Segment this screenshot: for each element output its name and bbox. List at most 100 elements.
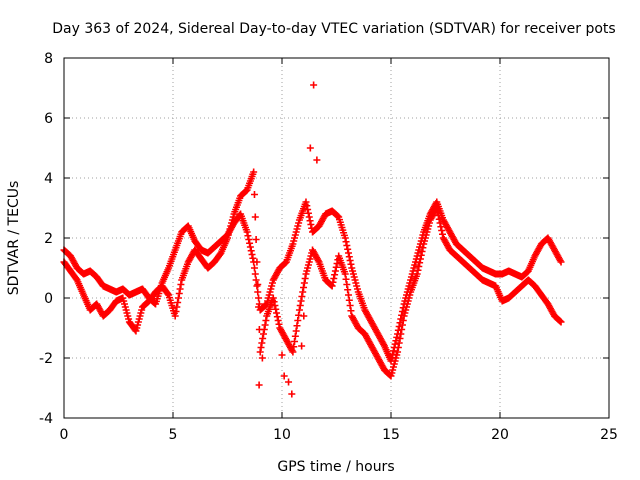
x-tick-label: 5 — [169, 427, 178, 443]
data-point — [300, 312, 308, 320]
data-point — [254, 288, 262, 296]
data-point — [258, 339, 266, 347]
data-point — [434, 212, 442, 219]
data-point — [389, 347, 397, 355]
data-point — [258, 354, 266, 362]
data-point — [419, 244, 427, 252]
data-point — [288, 390, 296, 398]
data-point — [297, 297, 305, 305]
data-point — [296, 302, 304, 309]
data-point — [329, 278, 337, 286]
data-point — [391, 340, 399, 348]
data-point — [261, 321, 269, 329]
data-point — [434, 208, 442, 216]
data-point — [305, 213, 313, 221]
data-point — [416, 255, 424, 263]
data-point — [395, 339, 403, 347]
data-point — [251, 213, 259, 221]
x-tick-label: 10 — [273, 427, 291, 443]
data-point — [289, 348, 297, 356]
data-point — [250, 191, 258, 198]
series-spikes — [255, 81, 321, 398]
data-point — [300, 279, 308, 287]
data-point — [330, 275, 338, 282]
data-point — [253, 258, 261, 266]
data-point — [295, 306, 303, 314]
data-point — [278, 351, 286, 359]
data-point — [342, 238, 350, 246]
data-point — [396, 335, 404, 342]
data-point — [174, 294, 182, 302]
data-point — [173, 303, 181, 311]
data-point — [171, 312, 179, 320]
data-point — [273, 309, 281, 317]
data-point — [397, 330, 405, 338]
series-trace-a — [60, 198, 565, 365]
data-point — [299, 288, 307, 296]
data-point — [249, 254, 257, 262]
data-point — [250, 168, 258, 176]
data-point — [251, 270, 259, 278]
plot-frame — [63, 57, 610, 419]
data-point — [342, 275, 350, 283]
data-point — [250, 264, 258, 272]
data-point — [280, 372, 288, 380]
data-point — [328, 282, 336, 290]
data-point — [259, 330, 267, 338]
data-point — [262, 317, 270, 324]
data-point — [415, 263, 423, 270]
data-point — [177, 281, 185, 288]
data-point — [393, 333, 401, 341]
data-point — [301, 275, 309, 282]
data-point — [255, 294, 263, 302]
data-point — [417, 251, 425, 259]
data-point — [291, 332, 299, 340]
series-trace-b — [60, 168, 565, 380]
data-point — [291, 338, 299, 345]
data-point — [347, 260, 355, 268]
data-point — [557, 318, 565, 326]
data-point — [439, 230, 447, 238]
data-point — [290, 343, 298, 351]
data-point — [438, 227, 446, 234]
data-point — [556, 257, 564, 264]
y-tick-label: -4 — [39, 411, 53, 427]
data-point — [345, 253, 353, 261]
data-point — [394, 344, 402, 351]
data-point — [413, 270, 421, 278]
data-point — [243, 228, 251, 236]
data-point — [306, 144, 314, 152]
data-point — [176, 285, 184, 293]
data-point — [246, 243, 254, 251]
data-point — [343, 281, 351, 288]
x-tick-label: 0 — [60, 427, 69, 443]
data-point — [341, 270, 349, 278]
data-point — [254, 281, 262, 288]
data-point — [164, 290, 172, 298]
data-point — [255, 381, 263, 389]
data-point — [344, 286, 352, 294]
y-tick-label: 0 — [44, 291, 53, 307]
data-point — [292, 327, 300, 335]
data-point — [244, 232, 252, 240]
data-point — [275, 320, 283, 328]
x-tick-label: 20 — [491, 427, 509, 443]
y-tick-label: 6 — [44, 111, 53, 127]
data-point — [310, 81, 318, 89]
data-point — [270, 298, 278, 306]
data-point — [437, 223, 445, 231]
data-point — [269, 294, 277, 302]
data-point — [302, 198, 310, 206]
data-point — [398, 321, 406, 329]
data-point — [304, 206, 312, 213]
data-point — [346, 302, 354, 309]
data-point — [313, 156, 321, 164]
chart-title: Day 363 of 2024, Sidereal Day-to-day VTE… — [52, 21, 615, 37]
data-point — [314, 257, 322, 264]
data-point — [175, 290, 183, 297]
data-point — [252, 276, 260, 284]
data-point — [293, 322, 301, 330]
data-point — [344, 245, 352, 253]
data-point — [307, 221, 315, 228]
